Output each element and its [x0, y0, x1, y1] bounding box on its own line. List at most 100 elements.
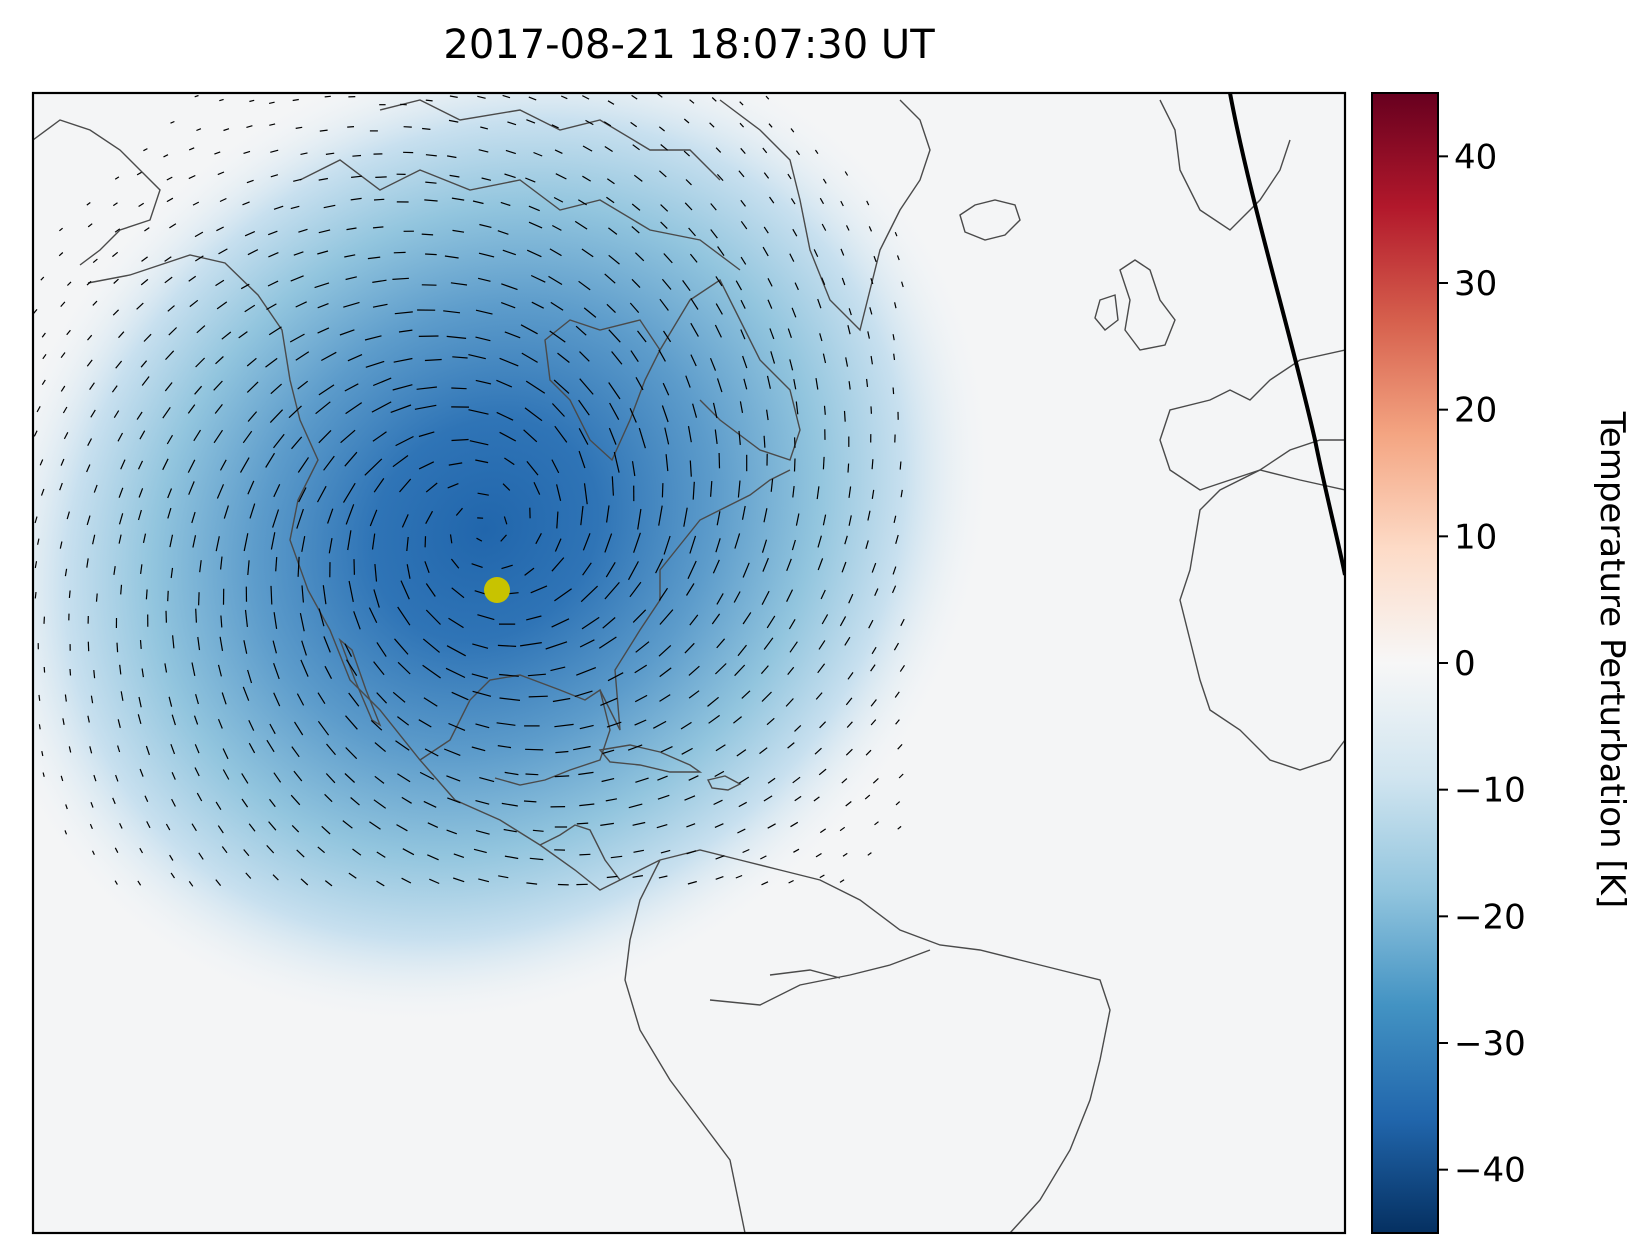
wind-vector: [769, 328, 775, 340]
wind-vector: [140, 564, 143, 574]
wind-vector: [690, 322, 699, 337]
coastline-labrador: [659, 278, 801, 461]
wind-vector: [395, 435, 414, 447]
wind-vector: [373, 661, 385, 676]
wind-vector: [352, 154, 362, 157]
wind-vector: [112, 309, 120, 316]
wind-vector: [193, 429, 202, 442]
wind-vector: [215, 356, 224, 365]
wind-vector: [688, 665, 700, 676]
wind-vector: [715, 744, 726, 752]
wind-vector: [475, 459, 489, 464]
wind-vector: [164, 382, 173, 392]
wind-vector: [273, 692, 281, 707]
wind-vector: [216, 484, 225, 499]
wind-vector: [845, 801, 852, 807]
wind-vector: [627, 561, 639, 581]
wind-vector: [443, 748, 461, 756]
wind-vector: [196, 325, 206, 334]
wind-vector: [318, 608, 325, 627]
wind-vector: [717, 246, 725, 256]
wind-vector: [871, 459, 874, 470]
wind-vector: [289, 333, 305, 343]
wind-vector: [166, 434, 174, 445]
wind-vector: [631, 278, 641, 289]
wind-vector: [343, 301, 360, 308]
wind-vector: [524, 407, 543, 422]
wind-vector: [551, 459, 560, 474]
wind-vector: [715, 876, 724, 880]
wind-vector: [505, 149, 516, 155]
wind-vector: [873, 255, 877, 263]
wind-vector: [554, 723, 574, 728]
wind-vector: [243, 849, 250, 857]
wind-vector: [527, 673, 546, 677]
wind-vector: [553, 379, 570, 394]
wind-vector: [246, 357, 257, 367]
wind-vector: [446, 335, 467, 339]
wind-vector: [791, 539, 796, 551]
wind-vector: [144, 227, 150, 232]
wind-vector: [425, 253, 437, 256]
wind-vector: [763, 795, 773, 802]
wind-vector: [741, 505, 746, 520]
wind-vector: [424, 561, 430, 574]
wind-vector: [348, 580, 354, 603]
wind-vector: [453, 877, 465, 883]
wind-vector: [766, 409, 769, 421]
wind-vector: [162, 406, 171, 419]
wind-vector: [739, 101, 744, 106]
wind-vector: [323, 204, 336, 209]
wind-vector: [375, 176, 387, 178]
wind-vector: [143, 148, 148, 152]
wind-vector: [740, 220, 748, 230]
wind-vector: [390, 404, 412, 413]
wind-vector: [658, 505, 663, 526]
wind-vector: [685, 179, 692, 186]
colorbar-tick-label: −30: [1454, 1024, 1526, 1064]
wind-vector: [501, 564, 513, 570]
wind-vector: [170, 120, 175, 124]
wind-vector: [136, 411, 143, 420]
wind-vector: [787, 328, 792, 338]
wind-vector: [635, 777, 649, 783]
wind-vector: [710, 481, 713, 497]
wind-vector: [738, 170, 745, 178]
wind-vector: [662, 382, 670, 396]
wind-vector: [87, 715, 90, 723]
wind-vector: [633, 174, 643, 182]
wind-vector: [272, 509, 280, 528]
wind-vector: [523, 800, 537, 803]
wind-vector: [93, 670, 96, 679]
wind-vector: [143, 333, 152, 342]
wind-vector: [822, 514, 827, 526]
wind-vector: [822, 456, 825, 470]
wind-vector: [445, 667, 466, 679]
wind-vector: [222, 769, 230, 780]
wind-vector: [119, 664, 122, 675]
wind-vector: [353, 611, 361, 630]
wind-vector: [213, 380, 223, 391]
wind-vector: [892, 566, 897, 575]
wind-vector: [414, 404, 437, 410]
wind-vector: [739, 401, 744, 414]
wind-vector: [607, 672, 624, 682]
wind-vector: [472, 643, 489, 649]
wind-vector: [170, 872, 175, 879]
wind-vector: [554, 775, 570, 778]
wind-vector: [532, 829, 544, 832]
plot-title: 2017-08-21 18:07:30 UT: [443, 22, 935, 68]
wind-vector: [373, 198, 385, 201]
wind-vector: [238, 331, 248, 339]
wind-vector: [194, 231, 204, 238]
coastline-caribbean-hispaniola: [706, 775, 742, 791]
wind-vector: [794, 724, 802, 732]
wind-vector: [326, 743, 336, 756]
wind-vector: [472, 690, 492, 697]
wind-vector: [813, 249, 819, 258]
wind-vector: [735, 280, 743, 291]
wind-vector: [524, 567, 535, 576]
wind-vector: [763, 508, 768, 523]
wind-vector: [531, 301, 544, 309]
wind-vector: [845, 225, 850, 231]
